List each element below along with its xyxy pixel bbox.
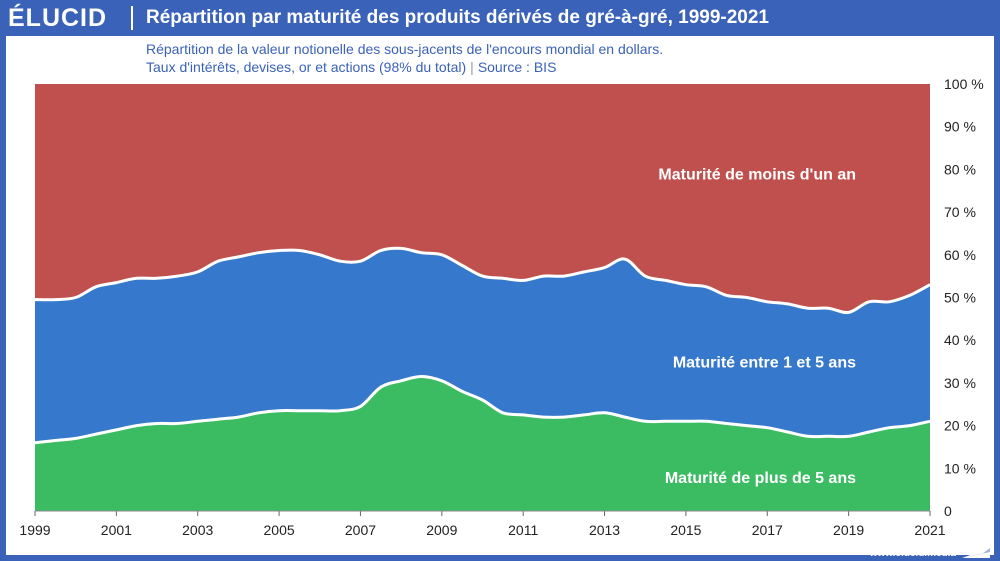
y-tick-label: 90 % — [944, 119, 976, 135]
x-tick-label: 2001 — [101, 522, 132, 538]
x-axis: 1999 2001 2003 2005 2007 2009 2011 2013 2015 2017… — [19, 510, 946, 538]
y-tick-label: 100 % — [944, 76, 984, 92]
chart-subtitle-line1: Répartition de la valeur notionelle des … — [146, 41, 664, 57]
elucid-logo: ÉLUCID — [8, 4, 108, 32]
elucid-flag-icon — [962, 548, 990, 558]
chart-title: Répartition par maturité des produits dé… — [146, 7, 769, 28]
series-label-3: Maturité de moins d'un an — [658, 167, 856, 184]
x-tick-label: 2011 — [508, 522, 538, 538]
x-tick-label: 2021 — [914, 522, 945, 538]
subtitle-separator: | — [470, 59, 474, 75]
x-tick-label: 2015 — [670, 522, 701, 538]
footer-url: www.elucid.media — [869, 548, 956, 559]
area-layers — [34, 84, 931, 511]
y-tick-label: 20 % — [944, 418, 976, 434]
y-tick-label: 10 % — [944, 460, 976, 476]
subtitle-source: Source : BIS — [477, 59, 557, 75]
x-tick-label: 2013 — [589, 522, 620, 538]
boundary-line-2 — [34, 246, 931, 315]
y-tick-label: 70 % — [944, 204, 976, 220]
y-axis: 0 10 % 20 % 30 % 40 % 50 % 60 % 70 % 80 % 90 % 100… — [944, 76, 984, 519]
logo-divider — [131, 6, 133, 30]
y-tick-label: 30 % — [944, 375, 976, 391]
x-tick-label: 2005 — [264, 522, 295, 538]
area-1 — [35, 376, 930, 511]
series-label-1: Maturité de plus de 5 ans — [665, 470, 856, 487]
y-tick-label: 0 — [944, 503, 952, 519]
area-2 — [35, 248, 930, 443]
y-tick-label: 80 % — [944, 161, 976, 177]
x-tick-label: 1999 — [19, 522, 50, 538]
y-tick-label: 50 % — [944, 290, 976, 306]
area-3 — [35, 84, 930, 313]
series-labels: Maturité de plus de 5 ans Maturité entre … — [658, 167, 856, 487]
boundary-line-1 — [34, 374, 931, 445]
x-tick-label: 2007 — [345, 522, 376, 538]
x-tick-label: 2019 — [833, 522, 864, 538]
y-tick-label: 60 % — [944, 247, 976, 263]
x-tick-label: 2017 — [752, 522, 783, 538]
series-label-2: Maturité entre 1 et 5 ans — [673, 355, 856, 372]
chart-subtitle-line2: Taux d'intérêts, devises, or et actions … — [146, 58, 556, 76]
y-tick-label: 40 % — [944, 332, 976, 348]
x-tick-label: 2003 — [182, 522, 213, 538]
subtitle-scope: Taux d'intérêts, devises, or et actions … — [146, 59, 467, 75]
x-tick-label: 2009 — [426, 522, 457, 538]
